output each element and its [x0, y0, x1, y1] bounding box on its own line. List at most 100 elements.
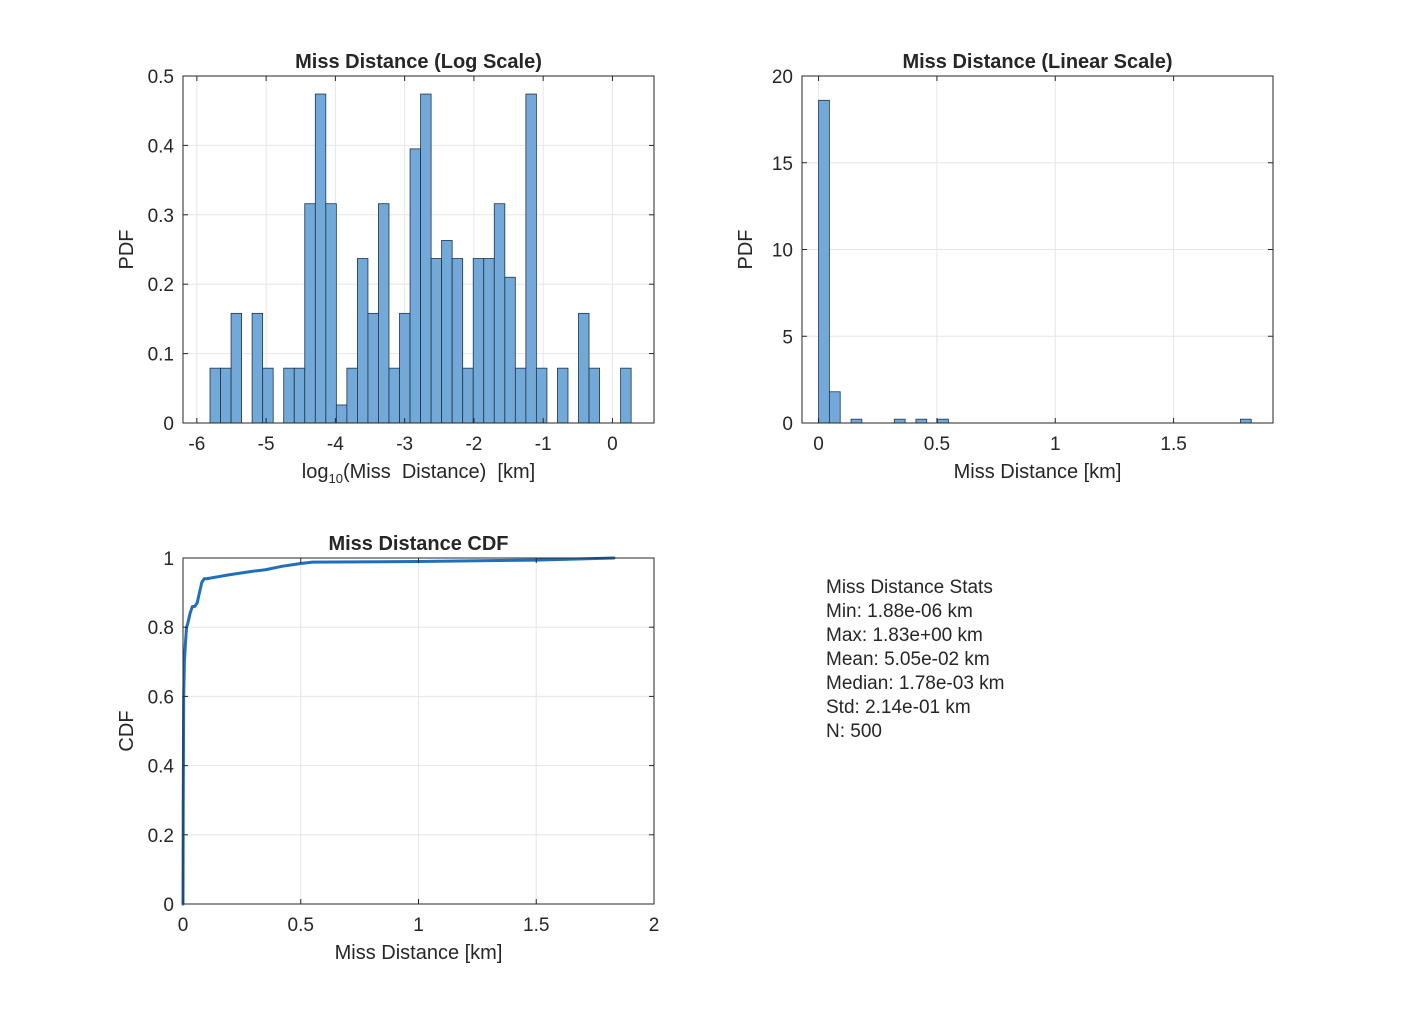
- x-tick-label: 0: [178, 915, 189, 936]
- histogram-bar: [462, 367, 474, 424]
- y-tick-label: 0.6: [148, 687, 174, 708]
- y-tick-label: 0.4: [148, 136, 175, 157]
- chart-title: Miss Distance CDF: [328, 533, 508, 555]
- histogram-bar: [409, 148, 421, 424]
- histogram-bar: [251, 312, 264, 424]
- x-tick-label: 1.5: [1160, 434, 1186, 455]
- histogram-bar: [262, 367, 274, 424]
- histogram-bar: [937, 418, 949, 424]
- y-tick-label: 0.2: [148, 826, 174, 847]
- log-scale-histogram: -6 -5 -4 -3 -2 -1 0 0 0.1 0.2 0.3 0.4 0.5 Miss Distan…: [116, 51, 655, 486]
- histogram-bar: [557, 367, 569, 424]
- x-tick-label: 1: [413, 915, 424, 936]
- x-tick-label: 0.5: [288, 915, 314, 936]
- stats-median: Median: 1.78e-03 km: [826, 673, 1005, 694]
- histogram-bar: [620, 367, 632, 424]
- histogram-bar: [378, 203, 390, 424]
- x-tick-label: -6: [188, 434, 205, 455]
- x-tick-label: -2: [465, 434, 482, 455]
- histogram-bar: [472, 258, 485, 424]
- y-tick-label: 0: [782, 414, 793, 435]
- x-tick-label: 0: [813, 434, 824, 455]
- histogram-bar: [525, 93, 537, 424]
- y-axis-label: PDF: [116, 230, 138, 270]
- y-tick-label: 15: [772, 154, 793, 175]
- y-axis-label: PDF: [735, 230, 757, 270]
- x-axis-label-text: (Miss Distance) [km]: [343, 461, 535, 483]
- histogram-bar: [430, 258, 443, 424]
- axes-box: [182, 75, 655, 424]
- x-tick-label: 1: [1050, 434, 1061, 455]
- x-axis-label-subscript: 10: [328, 471, 342, 486]
- histogram-bar: [304, 203, 316, 424]
- stats-min: Min: 1.88e-06 km: [826, 601, 973, 622]
- x-tick-label: -3: [396, 434, 413, 455]
- y-tick-label: 0: [163, 895, 174, 916]
- histogram-bar: [828, 391, 841, 424]
- histogram-bar: [441, 240, 453, 424]
- x-axis-label-text: log: [302, 461, 329, 483]
- y-tick-label: 0.3: [148, 206, 174, 227]
- histogram-bar: [209, 367, 221, 424]
- cdf-plot: 0 0.5 1 1.5 2 0 0.2 0.4 0.6 0.8 1 Miss Distance CDF…: [116, 533, 659, 964]
- histogram-bar: [504, 276, 516, 424]
- stats-std: Std: 2.14e-01 km: [826, 697, 971, 718]
- histogram-bar: [357, 258, 369, 424]
- histogram-bar: [283, 367, 295, 424]
- x-tick-label: 2: [649, 915, 660, 936]
- cdf-line: [181, 556, 616, 906]
- y-axis-label: CDF: [116, 710, 138, 751]
- histogram-bar: [1239, 418, 1252, 424]
- stats-mean: Mean: 5.05e-02 km: [826, 649, 990, 670]
- x-tick-label: -5: [258, 434, 275, 455]
- stats-panel: Miss Distance Stats Min: 1.88e-06 km Max…: [826, 576, 1005, 744]
- histogram-bar: [230, 312, 242, 424]
- x-axis-label: Miss Distance [km]: [954, 461, 1122, 483]
- histogram-bar: [420, 93, 432, 424]
- x-tick-label: 0: [607, 434, 618, 455]
- histogram-bar: [335, 404, 348, 424]
- histogram-bar: [346, 367, 358, 424]
- histogram-bar: [325, 203, 337, 424]
- x-axis-label: log10(Miss Distance) [km]: [302, 461, 535, 486]
- histogram-bar: [535, 367, 548, 424]
- x-tick-label: -4: [327, 434, 344, 455]
- stats-n: N: 500: [826, 721, 882, 742]
- x-tick-label: 0.5: [924, 434, 950, 455]
- stats-title: Miss Distance Stats: [826, 577, 993, 598]
- histogram-bar: [893, 418, 906, 424]
- y-tick-label: 0.2: [148, 275, 174, 296]
- histogram-bar: [483, 258, 495, 424]
- y-tick-label: 0.1: [148, 345, 174, 366]
- chart-title: Miss Distance (Log Scale): [295, 51, 542, 73]
- histogram-bar: [293, 367, 306, 424]
- x-axis-label: Miss Distance [km]: [335, 942, 503, 964]
- histogram-bar: [578, 312, 590, 424]
- histogram-bar: [220, 367, 232, 424]
- histogram-bar: [367, 312, 379, 424]
- histogram-bar: [915, 418, 928, 424]
- y-tick-label: 20: [772, 67, 793, 88]
- y-tick-label: 0: [163, 414, 174, 435]
- histogram-bar: [388, 367, 400, 424]
- histogram-bar: [451, 258, 464, 424]
- histogram-bar: [818, 99, 830, 424]
- x-tick-label: -1: [535, 434, 552, 455]
- y-tick-label: 0.8: [148, 618, 174, 639]
- y-tick-label: 0.4: [148, 757, 175, 778]
- chart-title: Miss Distance (Linear Scale): [902, 51, 1172, 73]
- y-tick-label: 10: [772, 241, 793, 262]
- histogram-bar: [493, 203, 506, 424]
- histogram-bar: [314, 93, 327, 424]
- histogram-bar: [850, 418, 863, 424]
- y-tick-label: 1: [163, 549, 174, 570]
- histogram-bar: [588, 367, 600, 424]
- stats-max: Max: 1.83e+00 km: [826, 625, 983, 646]
- y-tick-label: 5: [782, 327, 793, 348]
- linear-scale-histogram: 0 0.5 1 1.5 0 5 10 15 20 Miss Distance (Linear Sc…: [735, 51, 1274, 483]
- x-tick-label: 1.5: [523, 915, 549, 936]
- y-tick-label: 0.5: [148, 67, 174, 88]
- histogram-bar: [514, 367, 527, 424]
- histogram-bar: [399, 312, 411, 424]
